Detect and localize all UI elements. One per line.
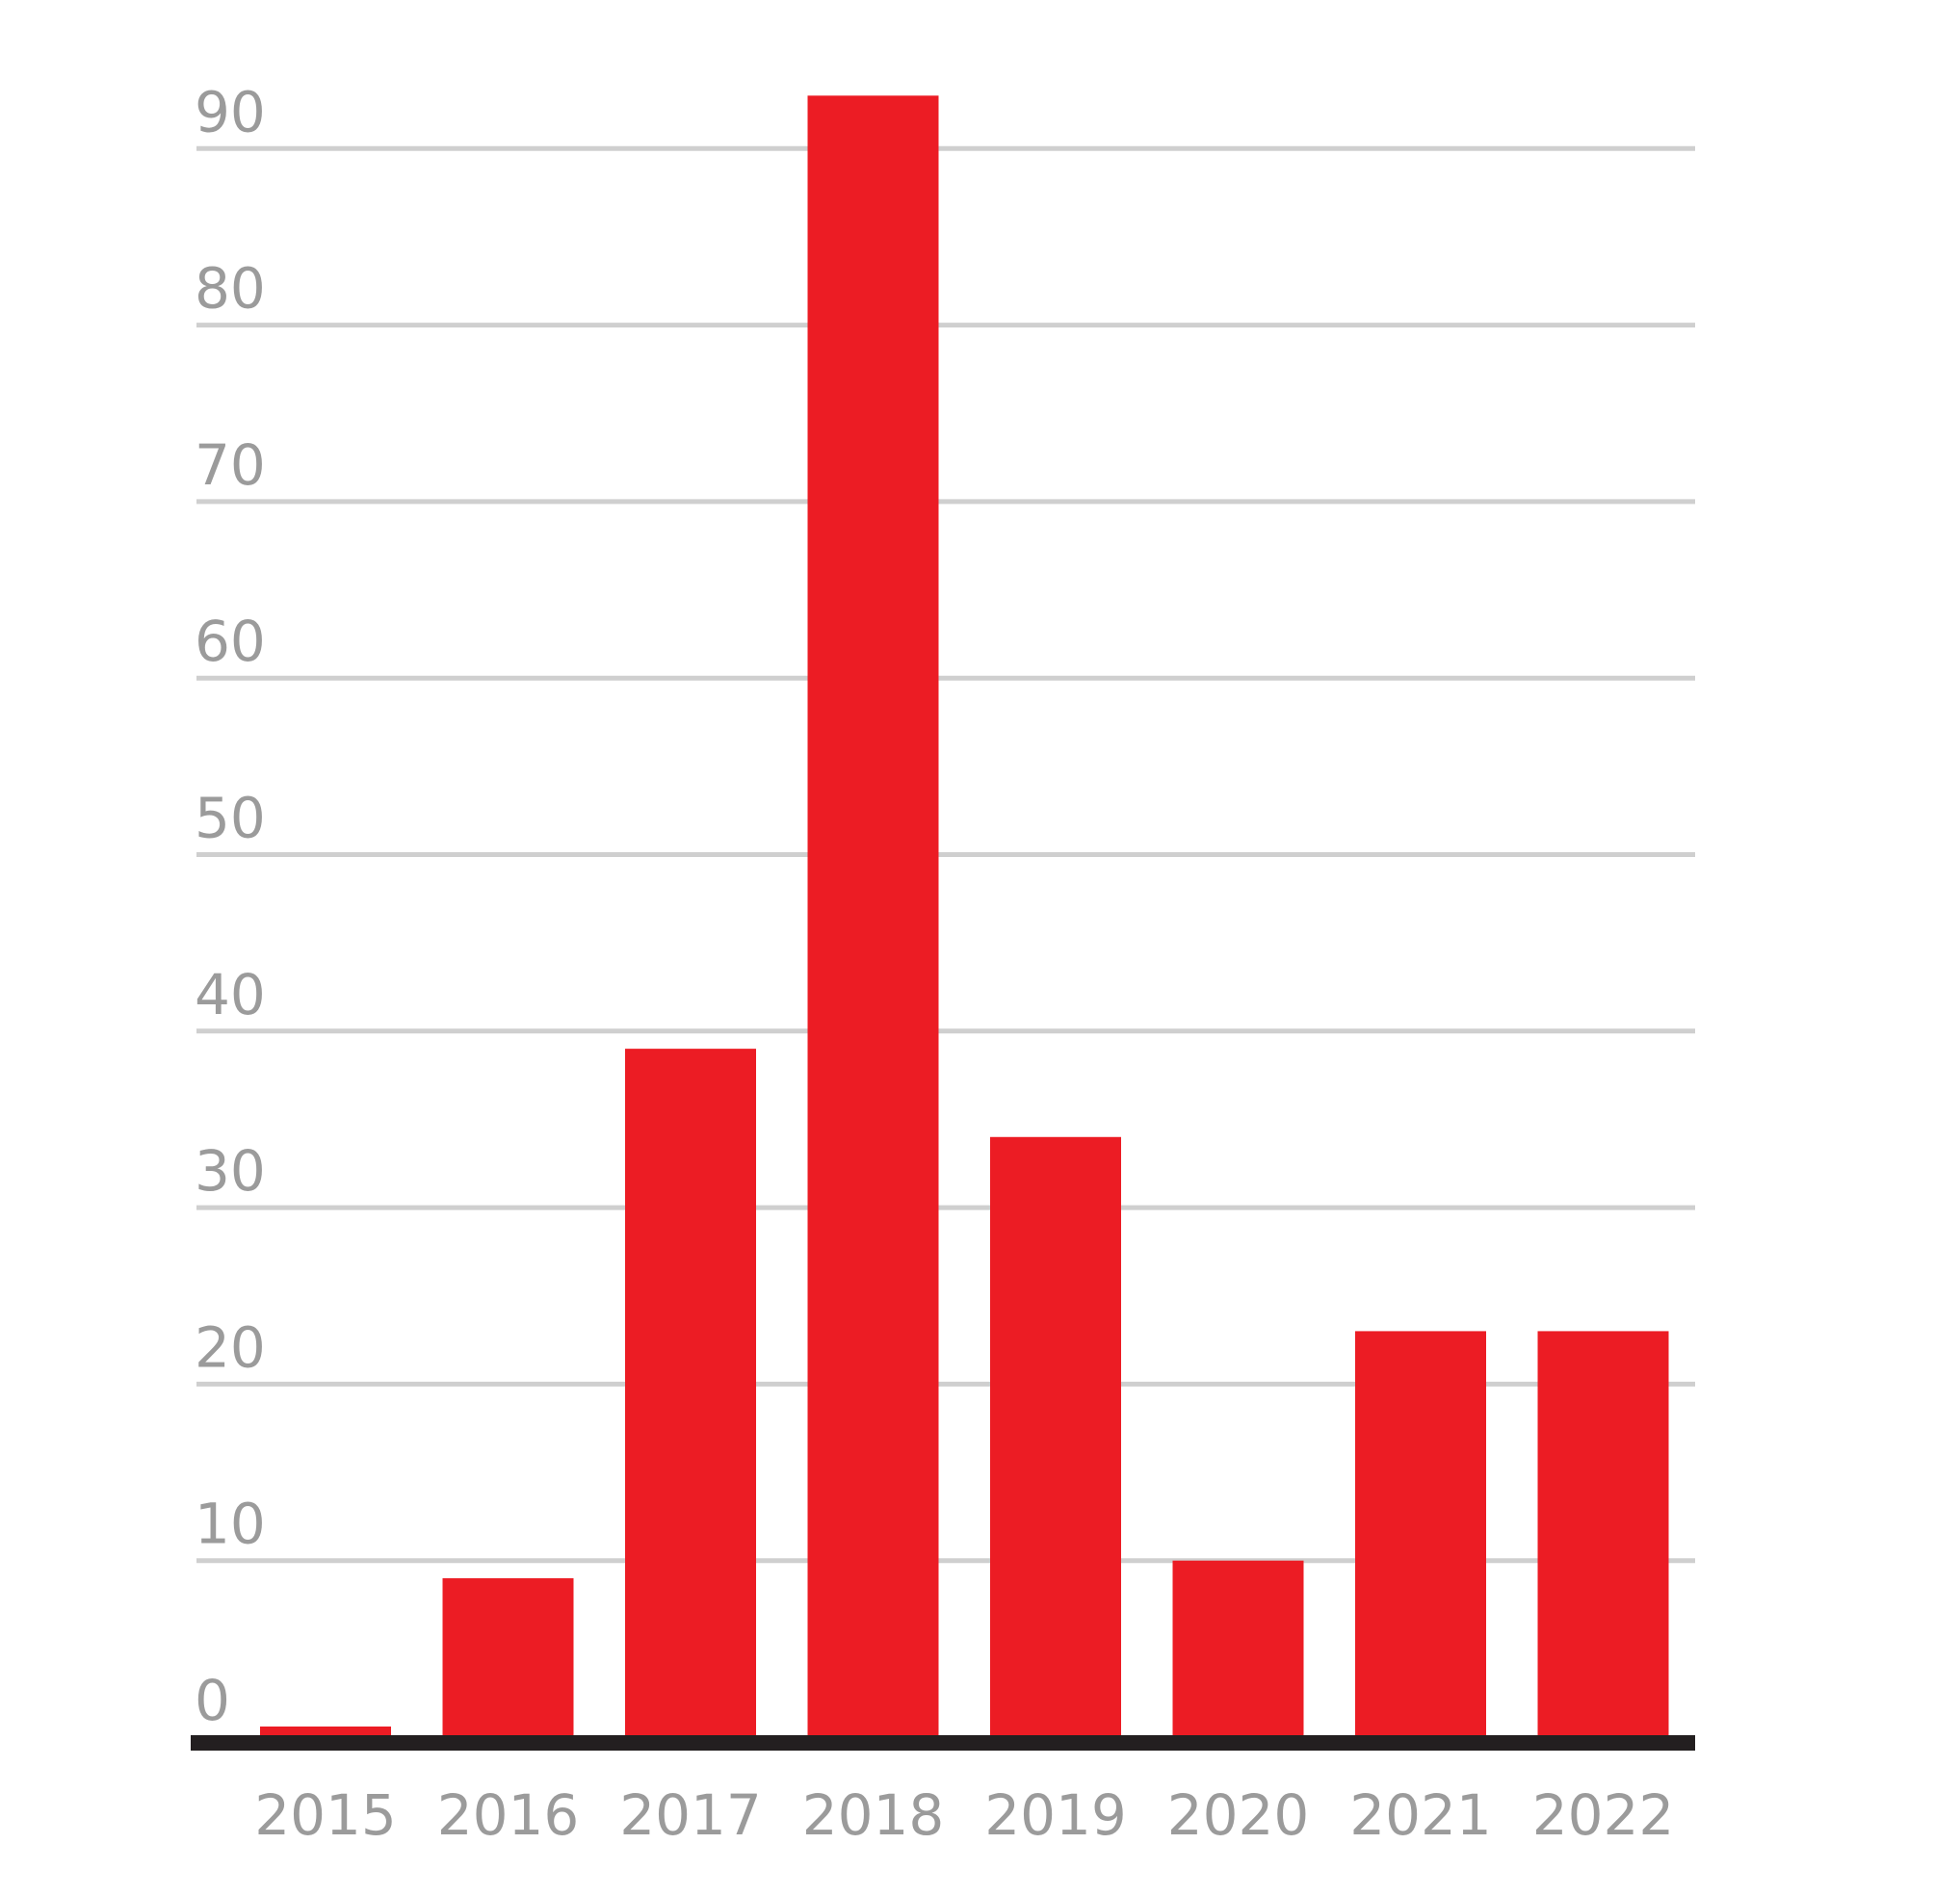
- x-axis: [191, 1735, 1695, 1751]
- x-tick-label-2016: 2016: [437, 1782, 580, 1848]
- x-axis-tick-labels: 2015 2016 2017 2018 2019 2020 2021 2022: [254, 1782, 1674, 1848]
- y-tick-label-40: 40: [195, 962, 266, 1027]
- x-axis-baseline: [191, 1735, 1695, 1751]
- y-tick-label-0: 0: [195, 1668, 230, 1733]
- y-tick-label-10: 10: [195, 1492, 266, 1557]
- x-tick-label-2022: 2022: [1532, 1782, 1675, 1848]
- y-tick-label-50: 50: [195, 786, 266, 851]
- bar-2018: [807, 95, 939, 1737]
- bars: [260, 95, 1669, 1737]
- y-tick-label-70: 70: [195, 432, 266, 498]
- x-tick-label-2019: 2019: [984, 1782, 1127, 1848]
- bar-2021: [1355, 1331, 1486, 1737]
- y-axis-tick-labels: 0 10 20 30 40 50 60 70 80 90: [195, 79, 266, 1733]
- x-tick-label-2018: 2018: [802, 1782, 945, 1848]
- bar-2020: [1172, 1560, 1304, 1737]
- y-tick-label-30: 30: [195, 1138, 266, 1204]
- bar-2017: [625, 1049, 756, 1737]
- bar-2022: [1537, 1331, 1669, 1737]
- y-tick-label-80: 80: [195, 256, 266, 322]
- bar-2015: [260, 1727, 391, 1737]
- y-tick-label-20: 20: [195, 1314, 266, 1380]
- x-tick-label-2020: 2020: [1167, 1782, 1310, 1848]
- y-tick-label-90: 90: [195, 79, 266, 144]
- y-tick-label-60: 60: [195, 609, 266, 674]
- bar-2019: [990, 1136, 1121, 1737]
- gridlines: [196, 145, 1695, 1564]
- x-tick-label-2021: 2021: [1349, 1782, 1492, 1848]
- x-tick-label-2017: 2017: [619, 1782, 762, 1848]
- bar-2016: [442, 1578, 574, 1737]
- x-tick-label-2015: 2015: [254, 1782, 397, 1848]
